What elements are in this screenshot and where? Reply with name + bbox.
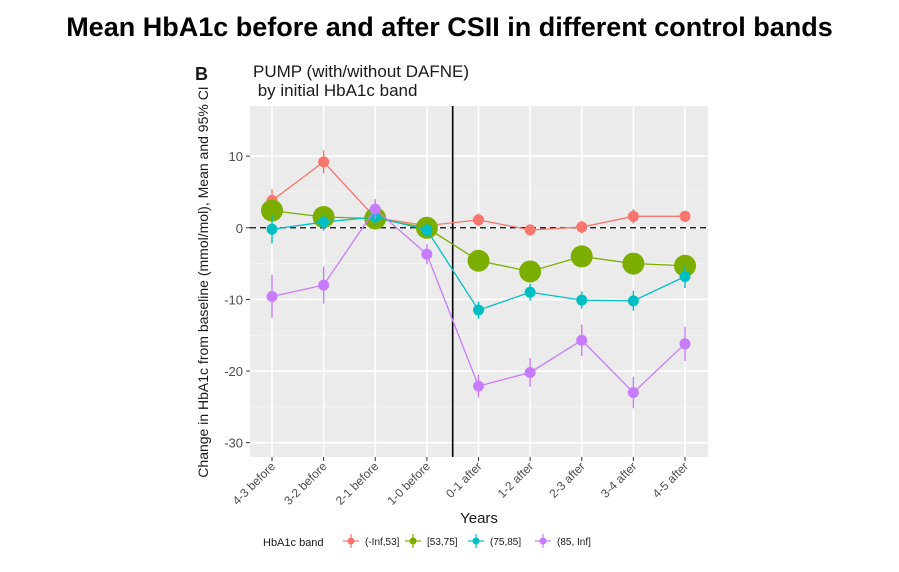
chart-title-line2: by initial HbA1c band — [253, 81, 417, 100]
series-group — [266, 209, 691, 319]
x-axis-label: Years — [460, 510, 498, 527]
y-tick-label: -30 — [224, 436, 243, 451]
y-tick-label: -20 — [224, 364, 243, 379]
data-point — [266, 223, 278, 235]
data-point — [473, 214, 484, 226]
data-point — [473, 380, 484, 392]
data-point — [261, 199, 283, 222]
legend-label: (-Inf,53] — [365, 537, 400, 548]
y-tick-label: 0 — [236, 221, 243, 236]
data-point — [524, 286, 536, 298]
chart-title-line1: PUMP (with/without DAFNE) — [253, 62, 469, 81]
y-axis-label: Change in HbA1c from baseline (mmol/mol)… — [195, 86, 211, 477]
reference-layer — [250, 106, 708, 457]
data-point — [576, 334, 588, 346]
data-point — [622, 252, 645, 275]
data-point — [318, 216, 330, 228]
data-point — [473, 304, 484, 316]
x-tick-label: 3-4 after — [598, 459, 640, 501]
y-tick-label: -10 — [224, 292, 243, 307]
legend-key-point — [409, 537, 417, 545]
data-point — [318, 156, 330, 168]
slide-title: Mean HbA1c before and after CSII in diff… — [66, 12, 833, 42]
data-point — [524, 224, 536, 236]
x-tick-label: 0-1 after — [443, 459, 485, 501]
legend-key-point — [347, 537, 355, 545]
data-point — [421, 248, 433, 260]
data-point — [679, 210, 691, 222]
legend-item: (-Inf,53] — [343, 534, 400, 548]
data-point — [627, 210, 639, 222]
data-point — [679, 338, 691, 350]
data-point — [576, 294, 588, 306]
legend: HbA1c band (-Inf,53] [53,75] (75,85] (85, I… — [263, 534, 591, 549]
x-tick-label: 2-3 after — [546, 459, 588, 501]
legend-item: (75,85] — [468, 534, 521, 548]
series-group — [266, 199, 691, 409]
data-point — [369, 203, 381, 215]
x-tick-label: 2-1 before — [333, 459, 382, 508]
series-layer — [261, 150, 696, 409]
data-point — [524, 366, 536, 378]
legend-item: (85, Inf] — [535, 534, 591, 548]
legend-label: [53,75] — [427, 537, 458, 548]
legend-items: (-Inf,53] [53,75] (75,85] (85, Inf] — [343, 534, 591, 548]
data-point — [576, 221, 588, 233]
data-point — [318, 279, 330, 291]
data-point — [627, 295, 639, 307]
data-point — [421, 224, 433, 236]
panel-letter: B — [195, 64, 208, 84]
x-tick-label: 3-2 before — [281, 459, 330, 508]
data-point — [627, 387, 639, 399]
legend-label: (75,85] — [490, 537, 521, 548]
data-point — [266, 291, 278, 303]
legend-key-point — [539, 537, 547, 545]
legend-key-point — [472, 537, 480, 545]
data-point — [467, 249, 490, 272]
data-point — [519, 260, 542, 283]
x-tick-label: 4-3 before — [230, 459, 279, 508]
x-tick-label: 1-0 before — [384, 459, 433, 508]
x-tick-label: 4-5 after — [650, 459, 692, 501]
data-point — [570, 245, 593, 268]
series-group — [261, 199, 696, 283]
y-tick-label: 10 — [229, 149, 243, 164]
x-tick-label: 1-2 after — [495, 459, 537, 501]
legend-label: (85, Inf] — [557, 537, 591, 548]
data-point — [679, 270, 691, 282]
legend-title: HbA1c band — [263, 537, 324, 549]
legend-item: [53,75] — [405, 534, 458, 548]
